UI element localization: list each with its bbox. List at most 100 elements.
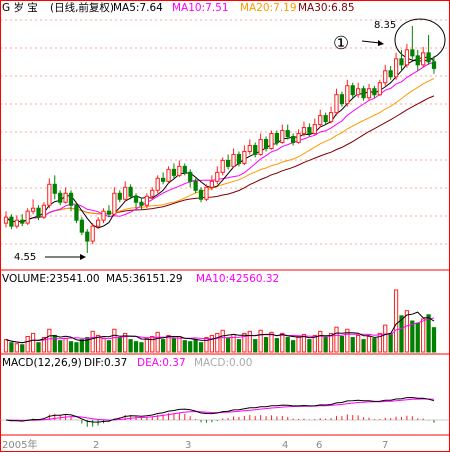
candle-body xyxy=(188,171,193,182)
candle xyxy=(220,157,225,176)
macd-value-label: MACD:0.00 xyxy=(194,357,252,369)
candle xyxy=(79,217,84,236)
candle-body xyxy=(231,153,236,167)
candle-body xyxy=(415,55,420,66)
candle-body xyxy=(198,189,204,200)
time-label-apr: 4 xyxy=(282,440,288,451)
candle xyxy=(399,49,404,71)
candle xyxy=(431,55,437,74)
candle-body xyxy=(421,52,426,66)
candle-body xyxy=(193,180,198,191)
candle xyxy=(318,109,323,128)
candle-body xyxy=(431,61,437,69)
volume-bar xyxy=(274,338,280,353)
candle-body xyxy=(106,210,112,215)
candle xyxy=(106,205,112,218)
candle-body xyxy=(399,58,404,66)
candle-body xyxy=(25,210,30,224)
candle-body xyxy=(383,70,388,84)
volume-bar xyxy=(209,334,214,353)
candle xyxy=(209,175,214,191)
volume-bar xyxy=(85,337,90,353)
volume-bar xyxy=(68,341,74,353)
candle-body xyxy=(393,58,399,78)
volume-bar xyxy=(312,334,317,353)
volume-bar xyxy=(388,332,393,353)
candle-body xyxy=(41,204,47,218)
volume-bar xyxy=(269,331,274,353)
candle-body xyxy=(404,49,410,66)
circle-marker-label: ① xyxy=(333,33,349,54)
candle xyxy=(90,223,95,245)
volume-bar xyxy=(155,331,160,353)
candle xyxy=(215,166,220,185)
candle-body xyxy=(307,127,312,135)
volume-bar xyxy=(41,337,47,353)
candlestick-series xyxy=(3,25,437,254)
candle-body xyxy=(426,52,431,63)
volume-bar xyxy=(258,329,263,353)
volume-bar xyxy=(318,330,323,353)
candle xyxy=(253,142,258,158)
volume-bar xyxy=(112,328,117,353)
volume-bar xyxy=(247,330,252,353)
time-label-2005: 2005年 xyxy=(2,438,37,451)
marker-arrow-line xyxy=(361,40,381,44)
volume-bar xyxy=(334,326,339,353)
volume-bar xyxy=(25,336,30,353)
price-grid xyxy=(0,19,450,245)
candle xyxy=(30,199,36,215)
chart-mode: (日线,前复权) xyxy=(50,1,114,14)
volume-bar xyxy=(356,334,361,353)
marker-arrow-head xyxy=(378,40,384,46)
candle xyxy=(9,214,14,230)
volume-bar xyxy=(399,315,404,353)
candle-body xyxy=(204,186,209,200)
candle-body xyxy=(339,94,345,105)
time-label-mar: 3 xyxy=(185,440,191,451)
candle xyxy=(193,178,198,194)
volume-bar xyxy=(307,339,312,353)
candle xyxy=(312,118,317,136)
candle-body xyxy=(215,171,220,182)
volume-bar xyxy=(372,338,377,353)
macd-series xyxy=(0,396,450,427)
candle-body xyxy=(68,192,74,206)
volume-bar xyxy=(220,329,225,353)
candle-body xyxy=(280,130,285,143)
candle xyxy=(47,178,52,209)
candle-body xyxy=(123,186,128,200)
volume-bar xyxy=(415,322,420,353)
candle-body xyxy=(95,219,101,227)
candle-body xyxy=(74,204,79,221)
candle-body xyxy=(242,150,247,164)
candle xyxy=(328,106,334,124)
volume-bar xyxy=(117,337,122,353)
candle xyxy=(258,133,263,156)
candle xyxy=(415,49,420,71)
candle xyxy=(25,208,30,225)
candle xyxy=(85,229,90,254)
candle xyxy=(63,187,68,204)
candle-body xyxy=(20,219,25,224)
candle-body xyxy=(263,139,269,149)
volume-bar xyxy=(285,337,290,353)
ma5-label: MA5:7.64 xyxy=(113,2,163,14)
candle xyxy=(410,25,415,59)
candle xyxy=(339,91,345,107)
candle xyxy=(58,190,63,206)
candle-body xyxy=(182,165,187,173)
candle xyxy=(377,79,382,96)
candle-body xyxy=(410,49,415,57)
candle-body xyxy=(291,136,296,143)
candle-body xyxy=(296,133,301,143)
candle xyxy=(139,197,144,210)
volume-bar xyxy=(377,332,382,353)
candle xyxy=(150,187,155,200)
candle xyxy=(95,217,101,230)
volume-bar xyxy=(123,332,128,353)
volume-bar xyxy=(74,342,79,353)
candle xyxy=(133,193,139,209)
low-price-label: 4.55 xyxy=(14,252,36,263)
